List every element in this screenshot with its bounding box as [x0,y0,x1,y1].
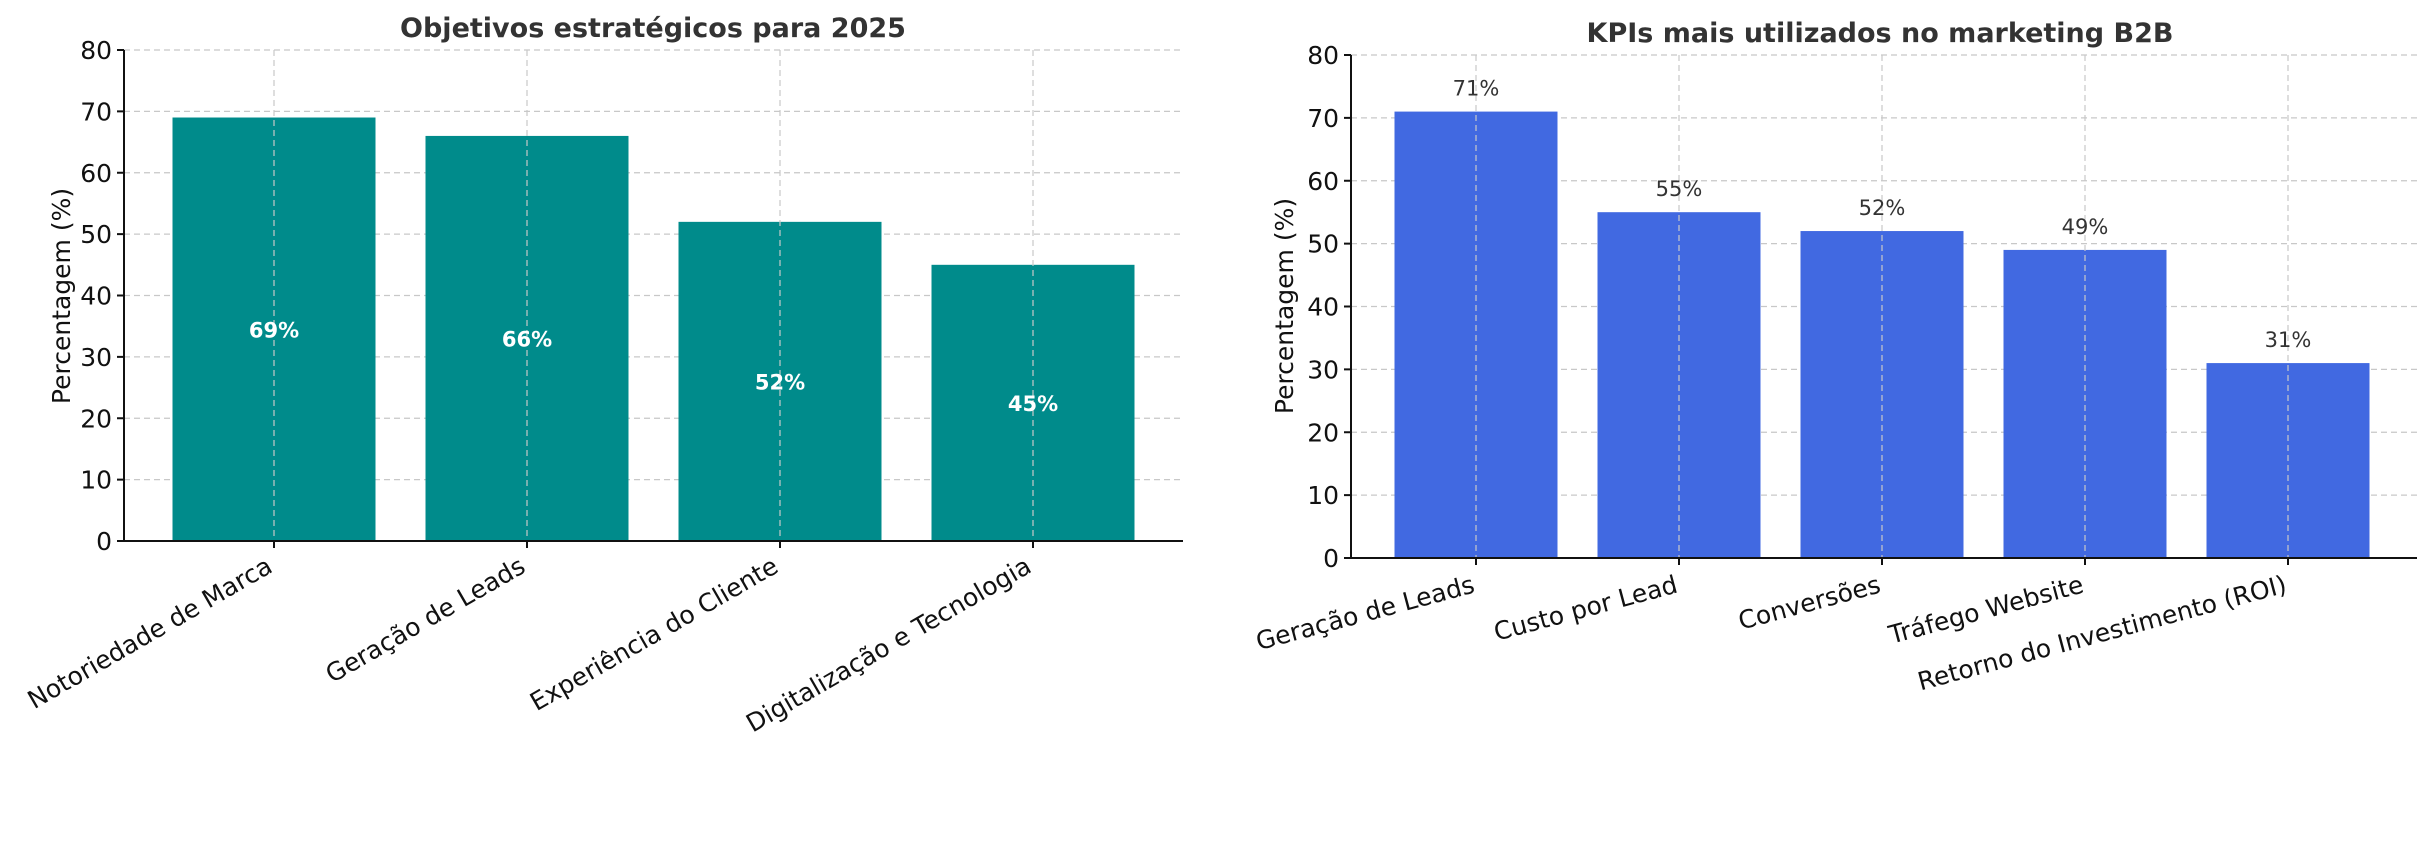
data-label: 31% [2265,328,2312,352]
y-axis-label: Percentagem (%) [47,188,76,404]
y-tick-label: 30 [80,343,112,372]
data-label: 71% [1453,77,1500,101]
data-label: 49% [2062,215,2109,239]
y-tick-label: 0 [96,527,112,556]
x-tick-label: Conversões [1735,570,1883,636]
y-axis-label: Percentagem (%) [1270,198,1299,414]
x-tick-label: Digitalização e Tecnologia [741,551,1036,738]
y-tick-label: 40 [80,282,112,311]
y-tick-label: 50 [80,220,112,249]
chart-1: Objetivos estratégicos para 2025 0 10 20 30 4… [23,13,1183,738]
data-label: 45% [1008,392,1058,416]
y-tick-label: 80 [80,36,112,65]
y-tick-label: 60 [1307,167,1339,196]
y-tick-label: 60 [80,159,112,188]
data-label: 66% [502,327,552,351]
y-tick-label: 0 [1323,544,1339,573]
y-tick-label: 10 [1307,481,1339,510]
y-tick-label: 70 [1307,104,1339,133]
x-tick-label: Custo por Lead [1491,570,1681,647]
x-tick-label: Notoriedade de Marca [23,551,277,715]
data-label: 52% [1859,196,1906,220]
y-tick-label: 10 [80,466,112,495]
x-tick-label: Experiência do Cliente [525,551,783,717]
y-tick-label: 20 [1307,418,1339,447]
x-tick-label: Retorno do Investimento (ROI) [1915,570,2290,696]
x-tick-label: Geração de Leads [1253,570,1478,656]
y-tick-label: 50 [1307,230,1339,259]
chart-title: Objetivos estratégicos para 2025 [400,13,906,44]
data-label: 69% [249,318,299,342]
y-tick-label: 40 [1307,293,1339,322]
y-tick-label: 20 [80,404,112,433]
y-tick-label: 70 [80,97,112,126]
data-label: 52% [755,370,805,394]
chart-title: KPIs mais utilizados no marketing B2B [1587,18,2174,49]
x-tick-label: Geração de Leads [321,551,530,689]
y-tick-label: 80 [1307,41,1339,70]
data-label: 55% [1656,177,1703,201]
chart-2: KPIs mais utilizados no marketing B2B 0 10… [1253,18,2417,696]
y-tick-label: 30 [1307,355,1339,384]
